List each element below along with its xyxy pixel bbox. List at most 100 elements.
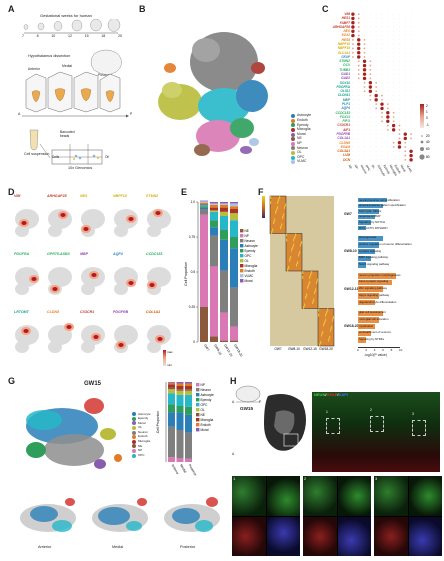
- gw15-cluster-ependy: [26, 442, 46, 458]
- expression-dot: [399, 18, 400, 19]
- expression-dot: [381, 133, 383, 135]
- heatmap-speckle: [284, 206, 286, 209]
- expression-dot: [381, 116, 383, 118]
- bar-segment-opc: [220, 216, 228, 230]
- expression-dot: [399, 86, 400, 88]
- expression-dot: [363, 38, 366, 41]
- scale-tick: -1: [426, 123, 429, 127]
- expression-dot: [404, 125, 406, 126]
- expression-dot: [358, 99, 360, 101]
- expression-dot: [362, 72, 367, 76]
- bar-segment-astrocyte: [200, 207, 208, 209]
- gene-label: CX3CR1: [337, 123, 350, 128]
- heatmap-speckle: [278, 198, 280, 202]
- expression-dot: [375, 35, 377, 36]
- expression-dot: [404, 52, 406, 54]
- expression-dot: [404, 154, 407, 157]
- heatmap-block-outline: [269, 195, 287, 234]
- expression-dot: [393, 43, 394, 45]
- gw15-cluster-ol: [100, 428, 116, 440]
- expression-dot: [392, 120, 395, 123]
- heatmap-speckle: [312, 301, 314, 304]
- embryo-timeline: [23, 19, 121, 34]
- expression-dot: [370, 155, 371, 156]
- expression-dot: [387, 48, 389, 49]
- x-tick-label: GW12-15: [223, 344, 233, 358]
- anterior-red-cells: [65, 498, 75, 506]
- heatmap-speckle: [286, 233, 288, 237]
- expression-dot: [404, 150, 407, 153]
- expression-dot: [410, 22, 412, 24]
- legend-swatch: [240, 249, 244, 253]
- heatmap-speckle: [309, 276, 311, 279]
- legend-swatch: [132, 416, 136, 421]
- feature-plot: CCDC153: [144, 250, 177, 308]
- expression-dot: [352, 86, 354, 88]
- expression-dot: [370, 133, 371, 135]
- expression-dot: [387, 18, 389, 19]
- expression-dot: [370, 125, 371, 126]
- expression-dot: [410, 82, 412, 84]
- bar-segment-ependy: [230, 237, 238, 249]
- expression-dot: [399, 150, 400, 152]
- expression-dot: [404, 18, 406, 19]
- umap-cluster-ependy: [230, 118, 254, 138]
- bar-segment-ne: [230, 340, 238, 342]
- inset-label-3: 3: [412, 412, 414, 416]
- expression-dot: [393, 159, 394, 161]
- expression-dot: [362, 59, 367, 63]
- heatmap-speckle: [333, 316, 335, 319]
- feature-umap: [147, 209, 171, 237]
- gene-label: ESAM: [340, 144, 350, 149]
- expression-dot: [358, 159, 360, 161]
- legend-swatch: [291, 160, 295, 165]
- gene-label: OLIG1: [340, 89, 350, 94]
- gene-label: CCDC153: [335, 110, 350, 115]
- expression-dot: [387, 133, 389, 135]
- umap-posterior: [164, 497, 220, 532]
- feature-expression-hotspot: [157, 337, 163, 341]
- feature-umap-background: [15, 325, 39, 345]
- expression-dot: [381, 125, 383, 126]
- expression-dot: [392, 111, 395, 114]
- legend-label: NP: [138, 448, 143, 453]
- expression-dot: [381, 60, 383, 62]
- expression-dot: [410, 65, 412, 66]
- feature-expression-hotspot: [31, 277, 37, 281]
- expression-dot: [357, 38, 361, 42]
- medial-astrocyte-cells: [98, 507, 130, 525]
- expression-dot: [399, 90, 400, 92]
- expression-dot: [381, 73, 383, 75]
- heatmap-speckle: [302, 276, 304, 279]
- heatmap-speckle: [314, 291, 316, 294]
- feature-gene-label: CX3CR1: [80, 310, 95, 314]
- expression-dot: [363, 56, 366, 58]
- heatmap-speckle: [300, 243, 302, 247]
- expression-dot: [369, 94, 372, 97]
- bar-segment-np: [168, 457, 175, 462]
- expression-dot: [381, 129, 383, 131]
- expression-dot: [370, 150, 371, 152]
- expression-dot: [410, 133, 412, 136]
- gene-label: GFAP: [341, 54, 350, 59]
- expression-dot: [363, 90, 366, 93]
- legend-label: NE: [297, 136, 302, 141]
- heatmap-speckle: [283, 213, 285, 217]
- go-term-label: trans-synaptic signaling: [359, 279, 389, 284]
- expression-dot: [404, 99, 406, 101]
- expression-dot: [392, 116, 395, 118]
- expression-dot: [375, 138, 377, 139]
- expression-dot: [404, 90, 406, 92]
- expression-dot: [387, 69, 389, 71]
- expression-dot: [381, 155, 383, 156]
- expression-dot: [381, 69, 383, 71]
- feature-plot: LRTOMT: [12, 308, 45, 366]
- gene-label: SOX2: [341, 33, 350, 38]
- legend-swatch: [132, 439, 136, 444]
- expression-dot: [387, 95, 389, 96]
- expression-dot: [364, 30, 365, 32]
- expression-dot: [403, 132, 407, 136]
- heatmap-speckle: [298, 253, 300, 257]
- bar-segment-opc: [210, 211, 218, 221]
- feature-scale: max min: [163, 350, 173, 367]
